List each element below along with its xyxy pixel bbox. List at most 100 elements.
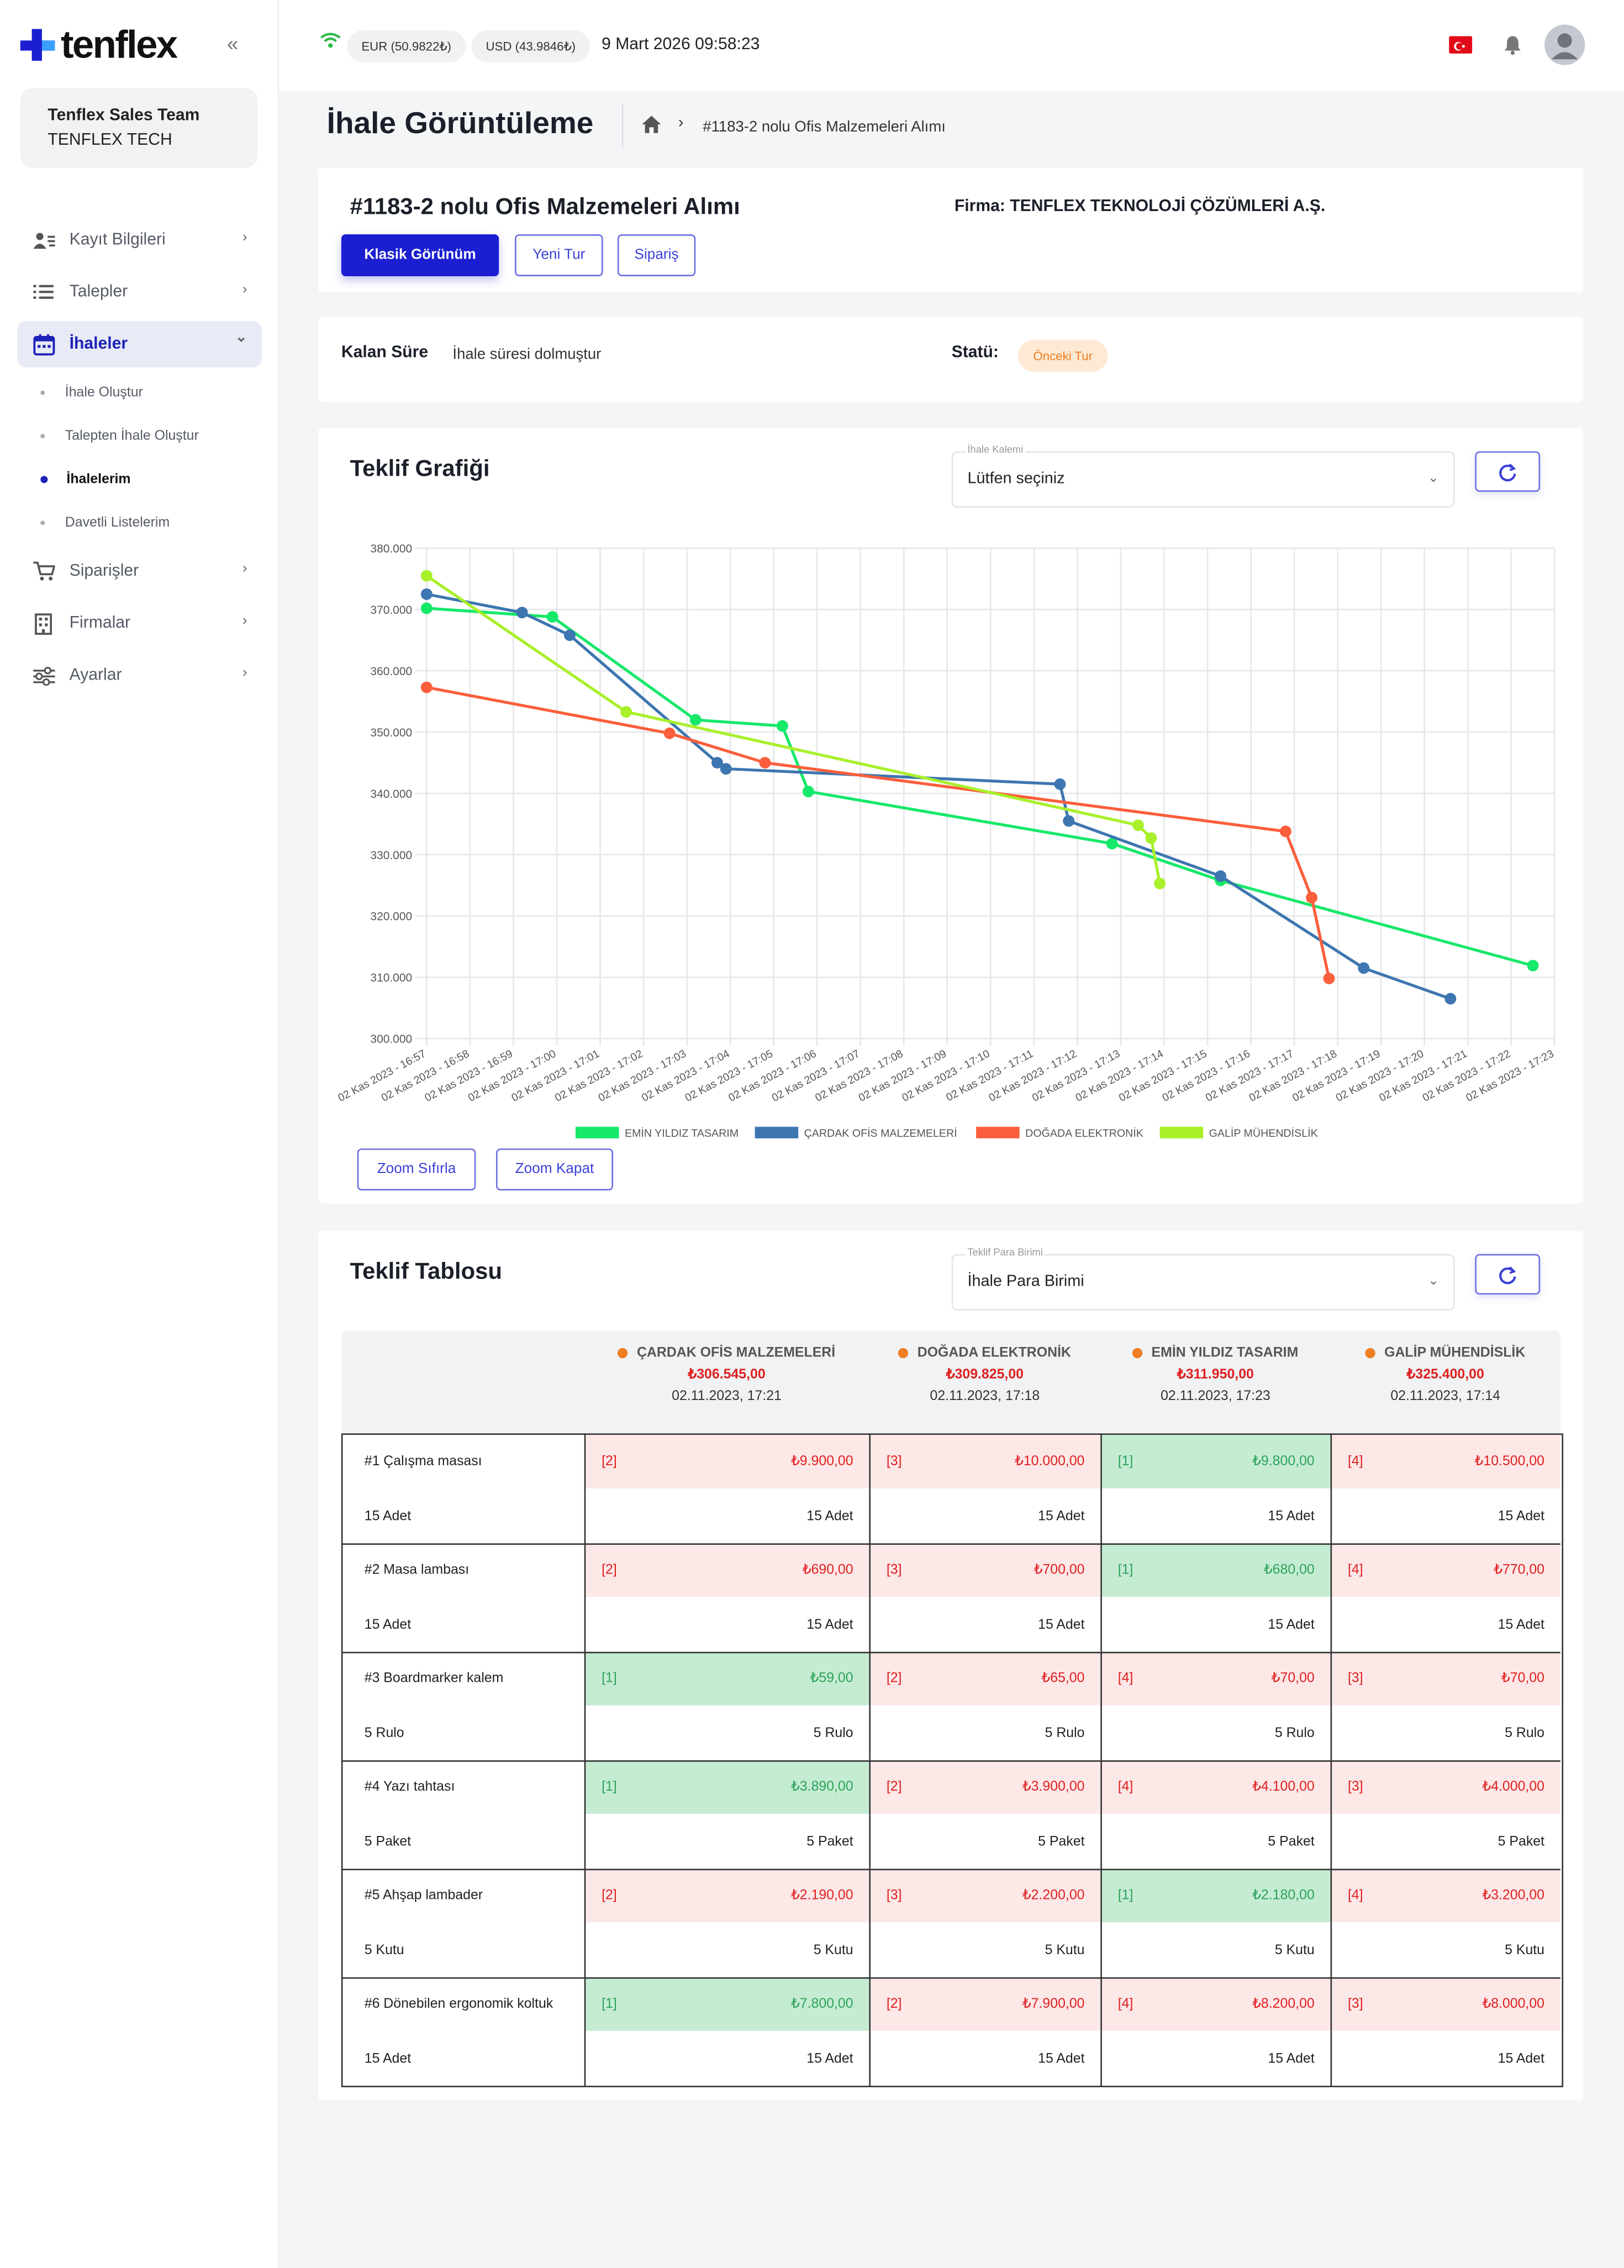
bid-quantity-cell: 15 Adet: [1332, 1598, 1560, 1651]
status-dot-icon: [1365, 1348, 1376, 1359]
new-round-button[interactable]: Yeni Tur: [515, 234, 603, 277]
bid-price-cell[interactable]: [1] ₺680,00: [1101, 1543, 1331, 1597]
turkish-flag-icon[interactable]: [1449, 36, 1473, 54]
bid-rank: [1]: [1117, 1454, 1133, 1470]
bid-price-cell[interactable]: [3] ₺10.000,00: [871, 1435, 1101, 1488]
bid-quantity-cell: 15 Adet: [1332, 2032, 1560, 2085]
sidebar-item-4[interactable]: Firmalar ›: [17, 600, 261, 646]
collapse-sidebar-icon[interactable]: «: [227, 31, 239, 55]
bid-chart[interactable]: 300.000 310.000 320.000 330.000 340.000 350.0…: [318, 520, 1584, 1157]
chevron-right-icon: ›: [242, 665, 247, 682]
sidebar-subitem-ihale-olustur[interactable]: İhale Oluştur: [40, 385, 143, 401]
classic-view-button[interactable]: Klasik Görünüm: [341, 234, 499, 277]
bid-price-cell[interactable]: [4] ₺4.100,00: [1101, 1760, 1331, 1814]
bid-quantity-cell: 15 Adet: [586, 1598, 869, 1651]
home-icon[interactable]: [642, 115, 661, 133]
refresh-icon: [1499, 462, 1516, 481]
breadcrumb[interactable]: #1183-2 nolu Ofis Malzemeleri Alımı: [703, 118, 946, 136]
tenflex-logo[interactable]: tenflex: [20, 25, 178, 65]
bid-price-cell[interactable]: [1] ₺2.180,00: [1101, 1869, 1331, 1923]
bid-price: ₺9.900,00: [790, 1454, 853, 1470]
bid-price: ₺3.200,00: [1482, 1887, 1545, 1904]
bid-quantity-cell: 5 Paket: [1102, 1814, 1331, 1868]
sidebar-item-0[interactable]: Kayıt Bilgileri ›: [17, 217, 261, 264]
select-label: Teklif Para Birimi: [966, 1248, 1045, 1259]
data-point: [420, 681, 433, 693]
bid-price-cell[interactable]: [3] ₺700,00: [871, 1543, 1101, 1597]
bell-icon[interactable]: [1504, 35, 1521, 55]
legend-swatch: [976, 1127, 1020, 1139]
data-point: [1358, 962, 1370, 974]
bid-price-cell[interactable]: [4] ₺10.500,00: [1332, 1435, 1560, 1488]
sidebar-item-1[interactable]: Talepler ›: [17, 269, 261, 315]
subitem-label: Talepten İhale Oluştur: [65, 428, 199, 444]
bid-rank: [4]: [1347, 1887, 1363, 1904]
supplier-total: ₺325.400,00: [1406, 1367, 1484, 1383]
team-box[interactable]: Tenflex Sales Team TENFLEX TECH: [20, 88, 258, 168]
legend-swatch: [1159, 1127, 1204, 1139]
bid-price-cell[interactable]: [2] ₺65,00: [871, 1651, 1101, 1706]
sidebar-item-2[interactable]: İhaleler ⌄: [17, 321, 262, 367]
bid-quantity: 5 Kutu: [813, 1941, 853, 1958]
sidebar-item-5[interactable]: Ayarlar ›: [17, 652, 261, 699]
supplier-total: ₺309.825,00: [946, 1367, 1024, 1383]
zoom-reset-button[interactable]: Zoom Sıfırla: [357, 1148, 476, 1191]
bid-price: ₺4.100,00: [1252, 1779, 1315, 1795]
bid-price: ₺8.000,00: [1482, 1996, 1545, 2012]
bid-quantity-cell: 5 Paket: [586, 1814, 869, 1868]
sidebar-item-label: İhaleler: [69, 335, 128, 353]
data-point: [802, 786, 814, 798]
bid-price-cell[interactable]: [2] ₺690,00: [586, 1543, 869, 1597]
bid-quantity: 15 Adet: [1498, 2050, 1545, 2066]
bid-quantity: 5 Rulo: [1045, 1724, 1085, 1741]
tender-header-card: #1183-2 nolu Ofis Malzemeleri Alımı Firm…: [318, 167, 1584, 292]
legend-label: GALİP MÜHENDİSLİK: [1209, 1127, 1318, 1140]
sidebar-item-3[interactable]: Siparişler ›: [17, 548, 261, 594]
bid-price-cell[interactable]: [3] ₺4.000,00: [1332, 1760, 1560, 1814]
bid-price-cell[interactable]: [2] ₺9.900,00: [586, 1435, 869, 1488]
bid-rank: [3]: [1347, 1670, 1363, 1687]
select-value: Lütfen seçiniz: [967, 470, 1065, 488]
user-avatar[interactable]: [1544, 24, 1585, 65]
top-bar: EUR (50.9822₺) USD (43.9846₺) 9 Mart 202…: [279, 0, 1624, 91]
legend-swatch: [575, 1127, 619, 1139]
table-refresh-button[interactable]: [1475, 1254, 1541, 1295]
data-point: [1132, 819, 1144, 832]
calendar-icon: [32, 333, 55, 356]
bid-price-cell[interactable]: [1] ₺7.800,00: [586, 1977, 869, 2031]
sidebar-subitem-ihalelerim[interactable]: İhalelerim: [40, 471, 131, 487]
bid-quantity-cell: 5 Kutu: [871, 1923, 1100, 1977]
sidebar-subitem-talepten-ihale[interactable]: Talepten İhale Oluştur: [40, 428, 199, 444]
bid-price-cell[interactable]: [3] ₺2.200,00: [871, 1869, 1101, 1923]
bid-price-cell[interactable]: [4] ₺8.200,00: [1101, 1977, 1331, 2031]
order-button[interactable]: Sipariş: [617, 234, 696, 277]
item-name: #6 Dönebilen ergonomik koltuk: [364, 1996, 553, 2012]
tender-item-select[interactable]: İhale Kalemi Lütfen seçiniz ⌄: [951, 445, 1455, 508]
bid-price: ₺680,00: [1263, 1562, 1315, 1578]
zoom-off-button[interactable]: Zoom Kapat: [495, 1148, 614, 1191]
building-icon: [32, 612, 55, 635]
bid-price-cell[interactable]: [3] ₺70,00: [1332, 1651, 1560, 1706]
table-card-title: Teklif Tablosu: [350, 1260, 502, 1285]
bid-price-cell[interactable]: [4] ₺770,00: [1332, 1543, 1560, 1597]
bid-price-cell[interactable]: [2] ₺7.900,00: [871, 1977, 1101, 2031]
bid-price-cell[interactable]: [2] ₺3.900,00: [871, 1760, 1101, 1814]
bid-rank: [1]: [1117, 1887, 1133, 1904]
sidebar-subitem-davetli-listelerim[interactable]: Davetli Listelerim: [40, 515, 170, 531]
bid-price-cell[interactable]: [2] ₺2.190,00: [586, 1869, 869, 1923]
bid-price-cell[interactable]: [3] ₺8.000,00: [1332, 1977, 1560, 2031]
bid-price-cell[interactable]: [4] ₺70,00: [1101, 1651, 1331, 1706]
bid-price-cell[interactable]: [1] ₺3.890,00: [586, 1760, 869, 1814]
legend-label: ÇARDAK OFİS MALZEMELERİ: [804, 1127, 957, 1140]
supplier-header: EMİN YILDIZ TASARIM ₺311.950,00 02.11.2023…: [1100, 1345, 1330, 1404]
currency-select[interactable]: Teklif Para Birimi İhale Para Birimi ⌄: [951, 1248, 1455, 1311]
item-name: #2 Masa lambası: [364, 1562, 470, 1578]
legend-swatch: [755, 1127, 799, 1139]
table-header: [341, 1330, 1560, 1434]
sidebar-item-label: Firmalar: [69, 614, 131, 633]
bid-price-cell[interactable]: [1] ₺9.800,00: [1101, 1435, 1331, 1488]
bid-rank: [4]: [1117, 1670, 1133, 1687]
bid-price-cell[interactable]: [1] ₺59,00: [586, 1651, 869, 1706]
chart-refresh-button[interactable]: [1475, 451, 1541, 492]
bid-price-cell[interactable]: [4] ₺3.200,00: [1332, 1869, 1560, 1923]
